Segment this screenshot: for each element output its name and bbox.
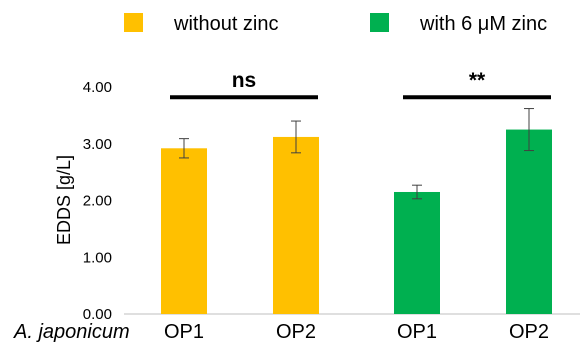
error-bar: [291, 120, 301, 154]
x-tick-label: OP1: [164, 321, 204, 343]
bar: [161, 148, 207, 314]
error-bars: [179, 108, 534, 200]
y-axis-label: EDDS [g/L]: [54, 155, 74, 245]
y-tick-label: 0.00: [83, 306, 112, 323]
legend-swatch: [370, 13, 389, 32]
error-bar: [412, 184, 422, 200]
error-bar: [179, 138, 189, 159]
bars: [161, 129, 552, 314]
legend-swatch: [124, 13, 143, 32]
legend-label: with 6 μM zinc: [419, 13, 547, 35]
legend-item: without zinc: [124, 13, 279, 35]
error-bar: [524, 108, 534, 152]
legend-item: with 6 μM zinc: [370, 13, 547, 35]
x-tick-label: OP2: [276, 321, 316, 343]
y-tick-label: 4.00: [83, 79, 112, 96]
x-tick-label: OP2: [509, 321, 549, 343]
significance-label: **: [469, 69, 486, 92]
significance-bracket: **: [403, 69, 551, 100]
y-tick-label: 3.00: [83, 136, 112, 153]
organism-label: A. japonicum: [13, 321, 130, 343]
significance-label: ns: [232, 69, 257, 92]
bar: [273, 136, 319, 314]
significance-annotations: ns **: [170, 69, 551, 100]
x-tick-label: OP1: [397, 321, 437, 343]
legend: without zinc with 6 μM zinc: [124, 13, 547, 35]
y-tick-label: 1.00: [83, 249, 112, 266]
x-axis-labels: OP1 OP2 OP1 OP2: [164, 321, 549, 343]
legend-label: without zinc: [173, 13, 279, 35]
bar: [394, 191, 440, 314]
y-tick-label: 2.00: [83, 193, 112, 210]
y-axis-ticks: 0.00 1.00 2.00 3.00 4.00: [83, 79, 112, 323]
significance-bracket: ns: [170, 69, 318, 100]
bar: [506, 129, 552, 314]
